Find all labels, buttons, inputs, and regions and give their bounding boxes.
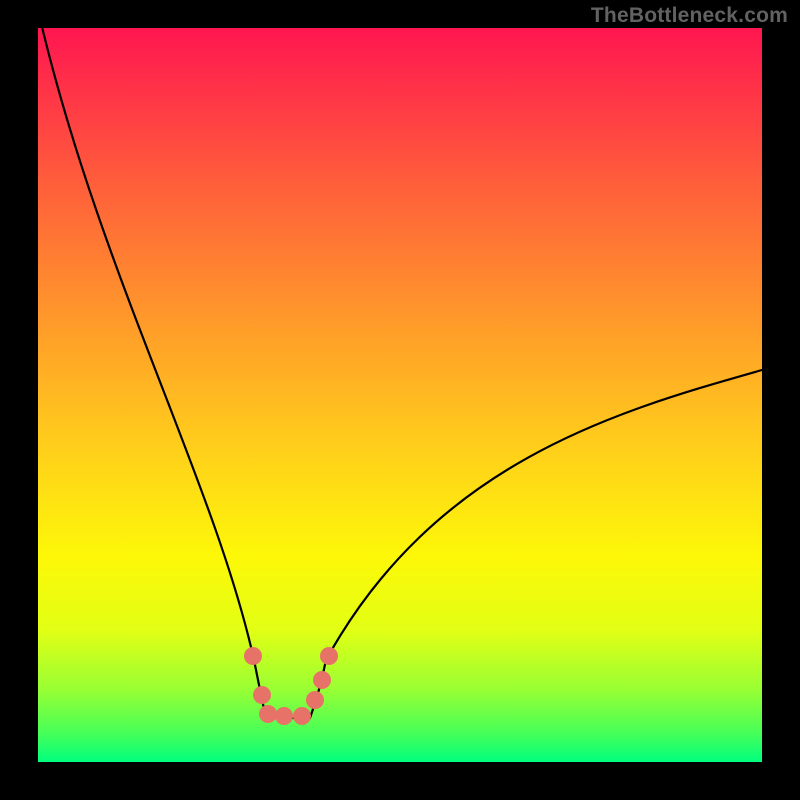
curve-marker xyxy=(253,686,271,704)
curve-marker xyxy=(259,705,277,723)
curve-marker xyxy=(313,671,331,689)
plot-area xyxy=(0,0,800,800)
curve-marker xyxy=(306,691,324,709)
chart-container: TheBottleneck.com xyxy=(0,0,800,800)
curve-marker xyxy=(275,707,293,725)
curve-marker xyxy=(244,647,262,665)
watermark-text: TheBottleneck.com xyxy=(591,4,788,28)
curve-marker xyxy=(320,647,338,665)
curve-marker xyxy=(293,707,311,725)
chart-svg xyxy=(0,0,800,800)
gradient-background xyxy=(38,28,762,762)
